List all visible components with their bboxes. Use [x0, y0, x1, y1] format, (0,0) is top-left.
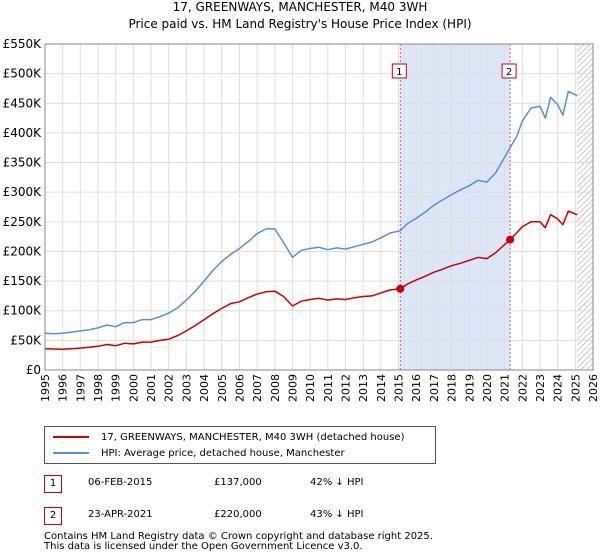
x-tick-label: 2018 — [446, 374, 459, 402]
footer-line-2: This data is licensed under the Open Gov… — [44, 541, 363, 552]
x-tick-label: 2011 — [322, 374, 335, 402]
y-tick-label: £450K — [3, 96, 43, 110]
x-tick-label: 2004 — [198, 374, 211, 402]
y-tick-label: £0 — [26, 363, 41, 377]
x-tick-label: 2009 — [286, 374, 299, 402]
x-tick-label: 1995 — [39, 374, 52, 402]
plot-area — [45, 44, 593, 370]
y-tick-label: £400K — [3, 126, 43, 140]
y-tick-label: £250K — [3, 215, 43, 229]
x-tick-label: 2007 — [251, 374, 264, 402]
x-tick-label: 2001 — [145, 374, 158, 402]
x-tick-label: 2003 — [180, 374, 193, 402]
x-tick-label: 2024 — [552, 374, 565, 402]
x-tick-label: 2015 — [393, 374, 406, 402]
sale-hpi-diff: 43% ↓ HPI — [310, 509, 364, 520]
price-chart: 1 2 £0 £50K £100K £150K £200K £250K £300K £350K £4… — [3, 37, 600, 402]
x-tick-label: 2022 — [516, 374, 529, 402]
sale-point — [396, 284, 405, 293]
x-tick-label: 2013 — [357, 374, 370, 402]
x-tick-label: 1996 — [57, 374, 70, 402]
x-tick-label: 1999 — [110, 374, 123, 402]
x-tick-label: 2005 — [216, 374, 229, 402]
y-tick-label: £300K — [3, 185, 43, 199]
series-line-hpi — [44, 90, 578, 335]
x-tick-label: 2006 — [233, 374, 246, 402]
y-tick-label: £150K — [3, 274, 43, 288]
y-tick-label: £100K — [3, 304, 43, 318]
x-tick-label: 1998 — [92, 374, 105, 402]
x-tick-label: 2026 — [587, 374, 600, 402]
sale-price: £220,000 — [214, 509, 262, 520]
sale-price: £137,000 — [214, 477, 262, 488]
shaded-ownership-period — [400, 44, 511, 370]
sale-date: 23-APR-2021 — [88, 509, 153, 520]
chart-legend: 17, GREENWAYS, MANCHESTER, M40 3WH (deta… — [44, 426, 436, 464]
sale-marker-label: 2 — [506, 67, 512, 78]
sale-marker-box — [391, 63, 407, 79]
x-tick-label: 1997 — [74, 374, 87, 402]
x-tick-label: 2020 — [481, 374, 494, 402]
x-tick-label: 2002 — [163, 374, 176, 402]
legend-item-hpi: HPI: Average price, detached house, Manc… — [53, 445, 345, 461]
sale-marker-badge: 2 — [44, 507, 62, 525]
x-tick-label: 2023 — [534, 374, 547, 402]
sale-row: 2 23-APR-2021 £220,000 43% ↓ HPI — [44, 505, 464, 527]
sale-marker-box — [501, 63, 517, 79]
x-tick-label: 2008 — [269, 374, 282, 402]
sale-row: 1 06-FEB-2015 £137,000 42% ↓ HPI — [44, 473, 464, 495]
x-tick-label: 2014 — [375, 374, 388, 402]
sale-hpi-diff: 42% ↓ HPI — [310, 477, 364, 488]
footer-line-1: Contains HM Land Registry data © Crown c… — [44, 531, 433, 542]
x-tick-label: 2019 — [463, 374, 476, 402]
series-line-price-paid — [44, 210, 578, 351]
legend-swatch-hpi — [53, 452, 89, 454]
sale-marker-badge: 1 — [44, 475, 62, 493]
y-tick-label: £350K — [3, 156, 43, 170]
sale-marker-label: 1 — [396, 67, 402, 78]
chart-title: 17, GREENWAYS, MANCHESTER, M40 3WH — [172, 0, 428, 14]
x-tick-label: 2017 — [428, 374, 441, 402]
x-tick-label: 2000 — [127, 374, 140, 402]
plot-border — [44, 43, 594, 371]
y-tick-label: £200K — [3, 244, 43, 258]
x-tick-label: 2012 — [340, 374, 353, 402]
x-tick-label: 2021 — [499, 374, 512, 402]
y-tick-label: £50K — [10, 333, 42, 347]
legend-label-hpi: HPI: Average price, detached house, Manc… — [101, 447, 345, 459]
x-tick-label: 2016 — [410, 374, 423, 402]
sale-date: 06-FEB-2015 — [88, 477, 153, 488]
footer-attribution: Contains HM Land Registry data © Crown c… — [44, 532, 433, 552]
chart-subtitle: Price paid vs. HM Land Registry's House … — [128, 17, 472, 31]
legend-item-price-paid: 17, GREENWAYS, MANCHESTER, M40 3WH (deta… — [53, 429, 404, 445]
x-tick-label: 2010 — [304, 374, 317, 402]
legend-label-price-paid: 17, GREENWAYS, MANCHESTER, M40 3WH (deta… — [101, 431, 405, 443]
legend-swatch-price-paid — [53, 436, 89, 438]
sale-point — [506, 235, 515, 244]
y-tick-label: £500K — [3, 67, 43, 81]
x-tick-label: 2025 — [569, 374, 582, 402]
y-tick-label: £550K — [3, 37, 43, 51]
future-hatch-region — [577, 44, 593, 370]
